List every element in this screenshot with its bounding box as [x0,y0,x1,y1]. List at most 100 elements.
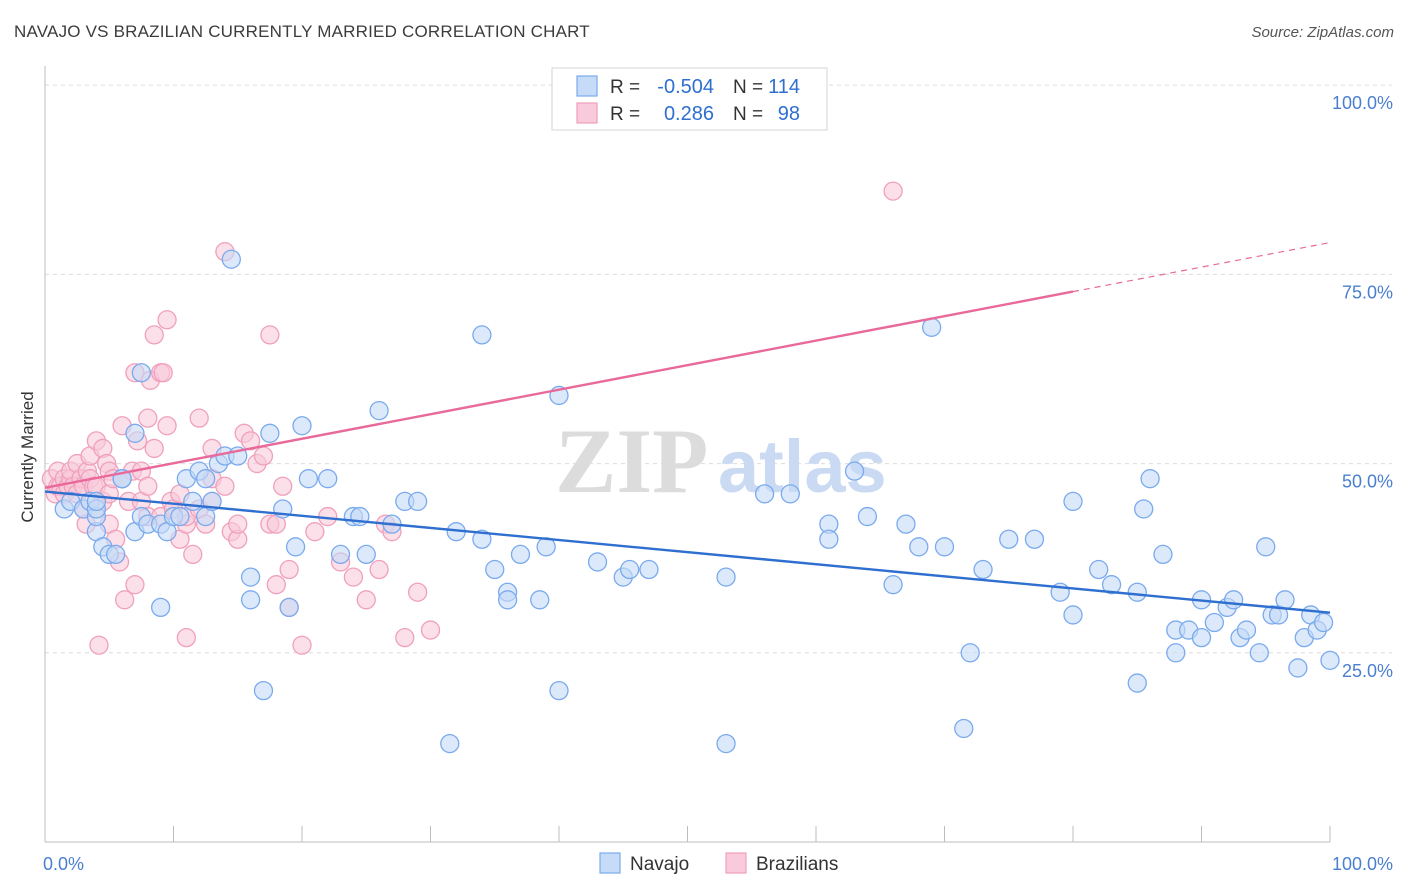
scatter-point-navajo [844,461,865,481]
scatter-point-navajo [587,552,608,572]
scatter-point-navajo [183,491,203,512]
scatter-point-navajo [857,506,878,527]
scatter-point-navajo [922,317,942,337]
scatter-point-navajo [221,249,241,269]
scatter-point-brazilians [395,627,415,648]
scatter-point-navajo [1127,673,1147,693]
scatter-point-brazilians [89,635,109,655]
scatter-point-navajo [1140,469,1160,489]
scatter-point-navajo [1089,559,1109,580]
scatter-point-navajo [356,544,376,565]
scatter-point-navajo [896,514,916,534]
scatter-point-navajo [1236,620,1257,640]
scatter-point-navajo [485,559,505,580]
scatter-point-navajo [472,325,492,345]
trend-line-brazilians [44,290,1074,489]
points-layer [41,181,1340,754]
legend-n-value: 114 [768,76,800,98]
scatter-point-navajo [407,491,428,512]
scatter-point-brazilians [240,431,261,451]
watermark-zip: ZIP [555,410,708,512]
series-legend-swatch-navajo [599,852,621,874]
watermark: ZIP atlas [555,410,887,512]
scatter-point-navajo [292,416,312,436]
scatter-point-navajo [1063,605,1083,625]
legend-swatch-brazilians [576,102,598,124]
chart-source: Source: ZipAtlas.com [1251,24,1394,41]
scatter-point-navajo [260,423,280,443]
scatter-point-navajo [960,643,980,663]
scatter-point-navajo [973,559,993,580]
scatter-point-brazilians [356,590,376,610]
scatter-point-brazilians [420,620,441,640]
scatter-point-brazilians [138,476,158,496]
scatter-point-navajo [150,597,171,618]
scatter-point-brazilians [144,325,164,345]
legend-n-label: N = [733,77,763,98]
scatter-point-navajo [1063,491,1083,512]
y-tick-label: 25.0% [1342,661,1393,681]
scatter-point-navajo [1134,499,1154,519]
scatter-point-brazilians [266,575,286,595]
scatter-point-brazilians [183,544,203,565]
scatter-point-navajo [954,718,974,739]
y-tick-label: 75.0% [1342,282,1393,302]
scatter-point-brazilians [153,363,173,383]
axis-layer: 0.0% 100.0% 25.0% 50.0% 75.0% 100.0% [43,66,1393,874]
scatter-point-navajo [1024,529,1045,549]
trend-line-extension-brazilians [1072,241,1331,293]
scatter-point-navajo [318,469,338,489]
scatter-point-navajo [780,484,800,504]
scatter-point-navajo [510,544,531,565]
scatter-point-brazilians [253,446,274,466]
scatter-point-brazilians [292,635,312,655]
trend-line-navajo [44,490,1331,614]
scatter-point-brazilians [176,627,197,648]
scatter-point-navajo [253,680,274,701]
y-tick-label: 100.0% [1332,93,1393,113]
scatter-point-navajo [369,400,389,421]
series-legend-label-brazilians: Brazilians [756,854,838,875]
scatter-point-navajo [170,506,190,527]
scatter-point-navajo [240,590,261,610]
x-tick-label: 0.0% [43,854,84,874]
scatter-point-navajo [285,537,306,557]
scatter-point-navajo [639,559,659,580]
scatter-point-brazilians [260,325,280,345]
scatter-point-navajo [330,544,351,565]
scatter-point-navajo [1204,612,1224,633]
scatter-point-navajo [883,575,903,595]
scatter-point-navajo [999,529,1019,549]
scatter-point-navajo [1256,537,1276,557]
scatter-point-navajo [131,363,152,383]
scatter-point-navajo [716,567,736,587]
y-axis-label: Currently Married [18,391,37,522]
scatter-point-navajo [819,529,839,549]
scatter-point-navajo [1153,544,1173,565]
scatter-point-brazilians [279,559,299,580]
legend-swatch-navajo [576,75,598,97]
legend-n-value: 98 [778,103,800,125]
scatter-point-navajo [106,544,126,565]
scatter-point-brazilians [157,416,177,436]
scatter-point-brazilians [125,575,145,595]
scatter-point-navajo [1320,650,1340,671]
scatter-point-brazilians [305,522,325,542]
scatter-point-brazilians [144,438,164,459]
legend-r-value: 0.286 [664,103,714,125]
scatter-point-brazilians [215,476,235,496]
scatter-point-navajo [716,733,736,754]
legend-r-value: -0.504 [657,76,714,98]
scatter-point-navajo [440,733,460,754]
chart-title: NAVAJO VS BRAZILIAN CURRENTLY MARRIED CO… [14,22,590,41]
scatter-point-brazilians [189,408,209,428]
scatter-point-navajo [125,423,145,443]
scatter-point-navajo [1275,590,1295,610]
y-tick-label: 50.0% [1342,472,1393,492]
scatter-point-navajo [549,680,569,701]
scatter-point-brazilians [343,567,364,587]
scatter-point-navajo [472,529,492,549]
correlation-legend: R = -0.504 N = 114 R = 0.286 N = 98 [551,67,828,131]
series-legend: Navajo Brazilians [599,852,838,875]
